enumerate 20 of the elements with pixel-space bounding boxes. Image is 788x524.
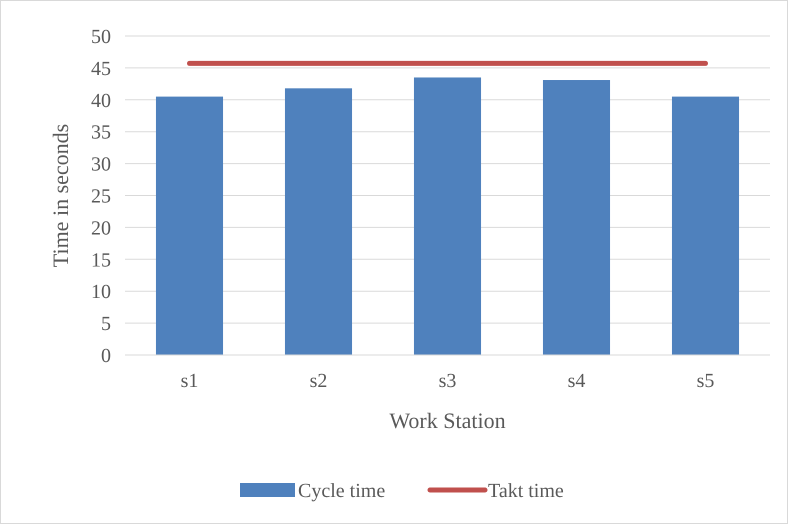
x-tick-label: s4 (568, 370, 586, 392)
y-tick-label: 40 (91, 90, 111, 112)
x-tick-label: s1 (180, 370, 198, 392)
y-tick-label: 50 (91, 26, 111, 48)
y-tick-label: 30 (91, 154, 111, 176)
y-tick-label: 5 (101, 313, 111, 336)
legend-label: Takt time (488, 480, 564, 502)
x-tick-label: s5 (696, 370, 714, 392)
y-tick-label: 10 (91, 281, 111, 304)
x-tick-label: s2 (310, 370, 328, 392)
y-tick-label: 20 (91, 217, 111, 240)
legend-label: Cycle time (298, 480, 386, 502)
y-axis-title: Time in seconds (48, 124, 73, 268)
x-tick-label: s3 (438, 370, 456, 392)
x-axis-title: Work Station (389, 408, 506, 433)
y-tick-label: 15 (91, 249, 111, 272)
y-tick-label: 0 (101, 345, 111, 367)
y-tick-label: 45 (91, 58, 111, 80)
y-tick-label: 35 (91, 122, 111, 144)
y-tick-label: 25 (91, 186, 111, 208)
